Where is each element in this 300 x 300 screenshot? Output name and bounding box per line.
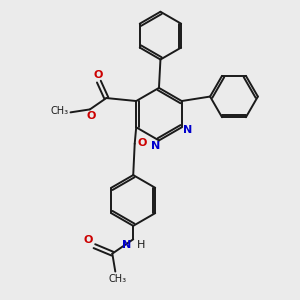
Text: O: O	[84, 235, 93, 244]
Text: CH₃: CH₃	[109, 274, 127, 284]
Text: H: H	[136, 240, 145, 250]
Text: N: N	[122, 240, 131, 250]
Text: O: O	[137, 138, 147, 148]
Text: O: O	[86, 111, 95, 121]
Text: CH₃: CH₃	[50, 106, 68, 116]
Text: N: N	[183, 125, 192, 135]
Text: N: N	[151, 140, 160, 151]
Text: O: O	[94, 70, 103, 80]
